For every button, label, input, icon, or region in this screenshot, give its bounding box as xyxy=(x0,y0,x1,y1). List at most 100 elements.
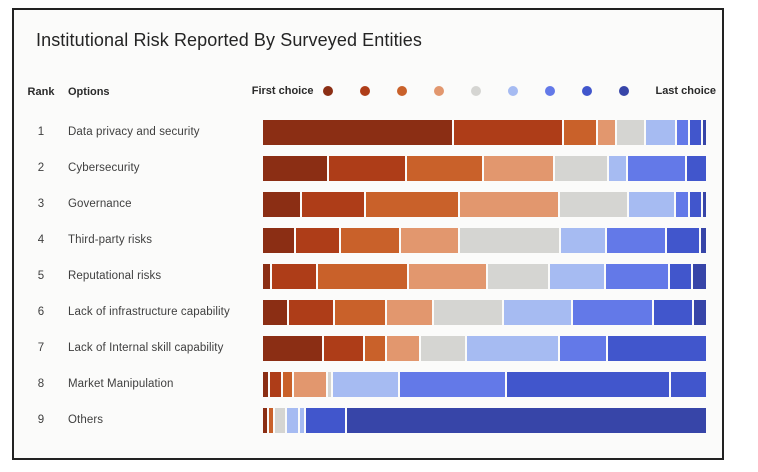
bar-segment xyxy=(327,371,331,397)
legend-dot-scale xyxy=(323,86,630,96)
chart-row: 9 Others xyxy=(14,402,722,438)
bar-segment xyxy=(263,299,288,325)
option-label: Others xyxy=(68,414,104,426)
bar-segment xyxy=(263,227,294,253)
bar-segment xyxy=(670,263,691,289)
chart-row: 2 Cybersecurity xyxy=(14,150,722,186)
bar-segment xyxy=(386,335,420,361)
bar-segment xyxy=(560,227,606,253)
bar-segment xyxy=(317,263,407,289)
bar-segment xyxy=(606,263,669,289)
bar-segment xyxy=(550,263,605,289)
legend-dot xyxy=(471,86,482,96)
stacked-bar xyxy=(263,119,706,145)
column-header-options: Options xyxy=(68,86,110,98)
bar-segment xyxy=(693,299,706,325)
bar-segment xyxy=(559,335,606,361)
option-label: Third-party risks xyxy=(68,234,153,246)
bar-segment xyxy=(607,335,706,361)
bar-segment xyxy=(274,407,285,433)
rank-value: 9 xyxy=(37,414,45,426)
chart-rows: 1 Data privacy and security 2 Cybersecurity… xyxy=(14,114,722,438)
bar-segment xyxy=(347,407,707,433)
option-label: Lack of Internal skill capability xyxy=(68,342,224,354)
bar-segment xyxy=(323,335,364,361)
bar-segment xyxy=(299,407,304,433)
legend-dot xyxy=(545,86,556,96)
bar-segment xyxy=(365,335,385,361)
bar-segment xyxy=(460,227,559,253)
rank-value: 6 xyxy=(37,306,45,318)
bar-segment xyxy=(263,371,269,397)
bar-segment xyxy=(573,299,653,325)
bar-segment xyxy=(686,155,706,181)
bar-segment xyxy=(263,191,301,217)
bar-segment xyxy=(675,191,688,217)
bar-segment xyxy=(263,119,452,145)
bar-segment xyxy=(689,191,701,217)
chart-row: 5 Reputational risks xyxy=(14,258,722,294)
bar-segment xyxy=(608,155,626,181)
bar-segment xyxy=(302,191,365,217)
bar-segment xyxy=(598,119,616,145)
option-label: Cybersecurity xyxy=(68,162,140,174)
stacked-bar xyxy=(263,263,707,289)
rank-value: 3 xyxy=(37,198,45,210)
bar-segment xyxy=(400,371,505,397)
chart-card: Institutional Risk Reported By Surveyed … xyxy=(12,8,724,460)
stacked-bar xyxy=(263,227,706,253)
legend-dot xyxy=(619,86,630,96)
rank-value: 1 xyxy=(37,126,45,138)
bar-segment xyxy=(670,371,706,397)
rank-value: 2 xyxy=(37,162,45,174)
bar-segment xyxy=(434,299,503,325)
legend-last-choice-label: Last choice xyxy=(655,85,716,97)
bar-segment xyxy=(332,371,399,397)
bar-segment xyxy=(283,371,293,397)
stacked-bar xyxy=(263,191,706,217)
bar-segment xyxy=(305,407,346,433)
legend-first-choice-label: First choice xyxy=(251,85,314,97)
bar-segment xyxy=(460,191,559,217)
bar-segment xyxy=(484,155,553,181)
bar-segment xyxy=(272,263,316,289)
bar-segment xyxy=(692,263,707,289)
bar-segment xyxy=(554,155,607,181)
column-header-rank: Rank xyxy=(27,86,55,98)
bar-segment xyxy=(295,227,340,253)
bar-segment xyxy=(629,191,674,217)
chart-row: 1 Data privacy and security xyxy=(14,114,722,150)
option-label: Market Manipulation xyxy=(68,378,174,390)
chart-row: 7 Lack of Internal skill capability xyxy=(14,330,722,366)
bar-segment xyxy=(617,119,645,145)
chart-header: Rank Options First choice Last choice xyxy=(14,85,722,100)
bar-segment xyxy=(328,155,405,181)
rank-value: 4 xyxy=(37,234,45,246)
bar-segment xyxy=(689,119,701,145)
bar-segment xyxy=(563,119,597,145)
bar-segment xyxy=(607,227,666,253)
bar-segment xyxy=(386,299,433,325)
bar-segment xyxy=(341,227,400,253)
bar-segment xyxy=(560,191,628,217)
bar-segment xyxy=(294,371,326,397)
stacked-bar xyxy=(263,407,707,433)
bar-segment xyxy=(654,299,692,325)
stacked-bar xyxy=(263,335,706,361)
bar-segment xyxy=(263,335,322,361)
bar-segment xyxy=(401,227,459,253)
option-label: Reputational risks xyxy=(68,270,162,282)
chart-row: 6 Lack of infrastructure capability xyxy=(14,294,722,330)
legend-dot xyxy=(582,86,593,96)
option-label: Governance xyxy=(68,198,132,210)
bar-segment xyxy=(263,155,327,181)
bar-segment xyxy=(676,119,688,145)
bar-segment xyxy=(488,263,549,289)
option-label: Lack of infrastructure capability xyxy=(68,306,230,318)
legend-dot xyxy=(397,86,408,96)
stacked-bar xyxy=(263,299,706,325)
stacked-bar xyxy=(263,155,706,181)
bar-segment xyxy=(702,119,706,145)
chart-row: 8 Market Manipulation xyxy=(14,366,722,402)
legend-dot xyxy=(508,86,519,96)
